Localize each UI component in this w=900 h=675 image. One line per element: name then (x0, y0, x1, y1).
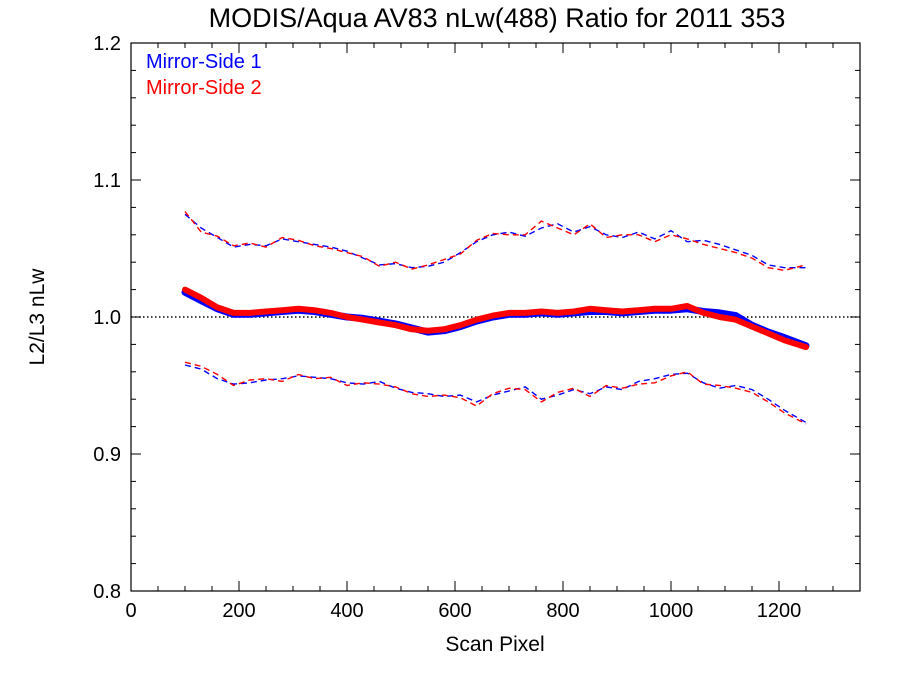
x-tick-label: 200 (222, 600, 255, 622)
y-tick-label: 1.1 (93, 170, 121, 192)
x-tick-label: 400 (330, 600, 363, 622)
y-tick-label: 0.9 (93, 444, 121, 466)
y-tick-label: 0.8 (93, 581, 121, 603)
x-tick-label: 0 (125, 600, 136, 622)
x-tick-label: 800 (546, 600, 579, 622)
y-axis-label: L2/L3 nLw (26, 268, 49, 366)
x-tick-label: 1000 (649, 600, 694, 622)
x-axis-label: Scan Pixel (445, 633, 544, 656)
chart-title: MODIS/Aqua AV83 nLw(488) Ratio for 2011 … (209, 3, 786, 33)
mirror-side-1-mean-line (181, 288, 810, 350)
y-axis: 0.8 0.9 1.0 1.1 1.2 (93, 33, 860, 603)
x-tick-label: 1200 (757, 600, 802, 622)
y-tick-label: 1.0 (93, 307, 121, 329)
mirror-side-2-mean-line (182, 286, 809, 351)
mirror-side-2-lower-line (184, 361, 807, 425)
y-tick-label: 1.2 (93, 33, 121, 55)
x-tick-label: 600 (438, 600, 471, 622)
mirror-side-2-upper-line (184, 211, 807, 272)
legend: Mirror-Side 1 Mirror-Side 2 (146, 51, 262, 99)
legend-mirror-side-2: Mirror-Side 2 (146, 77, 262, 99)
series-layer (181, 211, 810, 425)
mirror-side-1-upper-line (184, 213, 806, 269)
mirror-side-1-lower-line (184, 364, 807, 424)
x-axis: 0 200 400 600 800 1000 1200 (125, 43, 861, 622)
legend-mirror-side-1: Mirror-Side 1 (146, 51, 262, 73)
